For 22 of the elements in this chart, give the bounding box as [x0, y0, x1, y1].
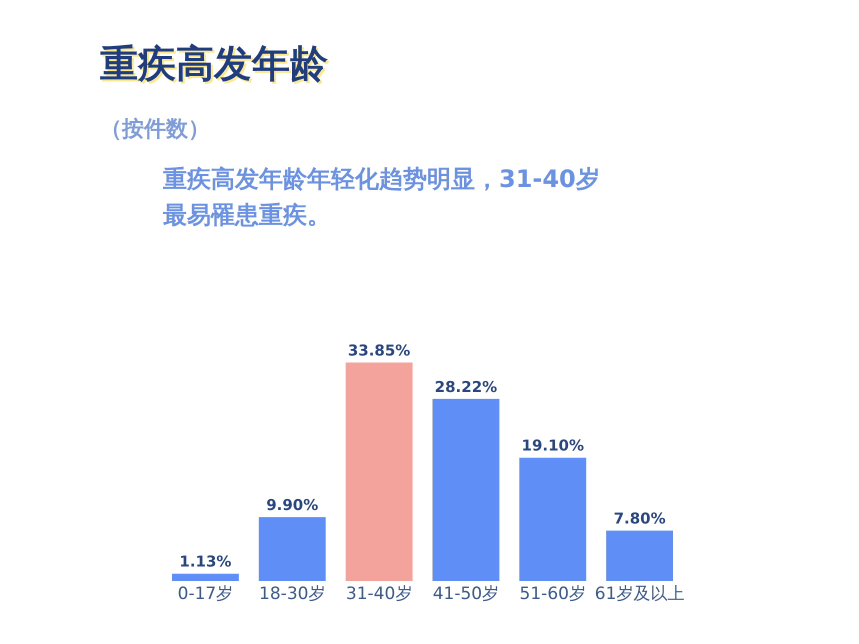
chart-subtitle: （按件数）: [100, 117, 210, 142]
bar: [432, 398, 500, 581]
data-label: 33.85%: [348, 342, 410, 360]
x-tick-label: 61岁及以上: [594, 584, 684, 604]
x-tick-label: 18-30岁: [259, 584, 326, 604]
chart-title: 重疾高发年龄: [100, 42, 328, 86]
x-tick-label: 31-40岁: [346, 584, 412, 604]
data-label: 28.22%: [434, 378, 498, 396]
x-tick-label: 51-60岁: [520, 584, 586, 604]
data-label: 7.80%: [614, 510, 666, 528]
bar: [172, 574, 239, 581]
bar: [519, 458, 586, 581]
x-tick-label: 0-17岁: [178, 584, 234, 604]
bar: [606, 530, 674, 581]
x-tick-label: 41-50岁: [432, 584, 500, 604]
bar: [258, 517, 326, 581]
data-label: 1.13%: [179, 552, 232, 571]
text: 重疾高发年龄年轻化趋势明显，31-40岁: [162, 165, 600, 193]
data-label: 9.90%: [266, 496, 318, 514]
text: 最易罹患重疾。: [162, 201, 331, 229]
data-label: 19.10%: [522, 436, 584, 455]
bar: [346, 362, 413, 581]
